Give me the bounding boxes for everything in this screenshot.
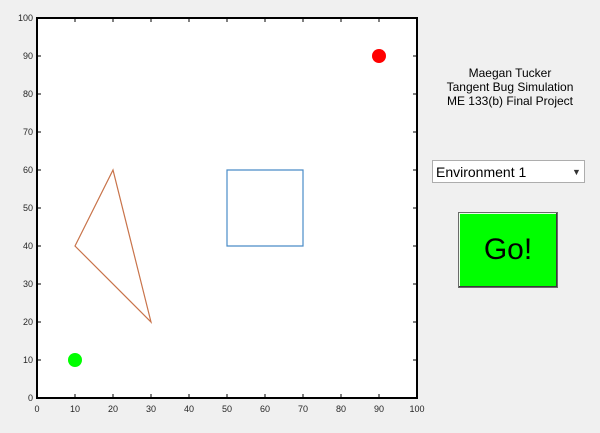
go-button[interactable]: Go! <box>458 212 558 288</box>
info-text: Maegan Tucker Tangent Bug Simulation ME … <box>430 66 590 108</box>
start-point <box>68 353 82 367</box>
x-tick-label: 80 <box>336 404 346 414</box>
y-tick-label: 90 <box>23 51 33 61</box>
y-tick-label: 80 <box>23 89 33 99</box>
y-tick-label: 60 <box>23 165 33 175</box>
y-tick-label: 30 <box>23 279 33 289</box>
plot-area: 0 10 20 30 40 50 60 70 80 90 100 0 10 20 30 40 50 60 70 80 9… <box>18 13 425 414</box>
goal-point <box>372 49 386 63</box>
x-tick-label: 50 <box>222 404 232 414</box>
x-tick-label: 10 <box>70 404 80 414</box>
y-tick-label: 40 <box>23 241 33 251</box>
obstacles-layer <box>74 168 304 324</box>
environment-dropdown-value: Environment 1 <box>436 163 527 180</box>
x-tick-label: 40 <box>184 404 194 414</box>
chevron-down-icon[interactable]: ▼ <box>572 166 581 177</box>
x-tick-label: 30 <box>146 404 156 414</box>
y-tick-label: 50 <box>23 203 33 213</box>
x-tick-label: 70 <box>298 404 308 414</box>
axes-frame <box>36 17 418 399</box>
x-tick-label: 60 <box>260 404 270 414</box>
y-tick-label: 0 <box>28 393 33 403</box>
triangle-obstacle <box>74 168 153 324</box>
points-layer <box>68 49 386 367</box>
y-tick-label: 70 <box>23 127 33 137</box>
simulation-title: Tangent Bug Simulation <box>446 80 574 94</box>
ticks-layer: 0 10 20 30 40 50 60 70 80 90 100 0 10 20 30 40 50 60 70 80 9… <box>18 13 425 414</box>
project-label: ME 133(b) Final Project <box>446 94 574 108</box>
y-tick-label: 100 <box>18 13 33 23</box>
x-tick-label: 0 <box>34 404 39 414</box>
x-tick-label: 20 <box>108 404 118 414</box>
author-name: Maegan Tucker <box>468 66 552 80</box>
square-obstacle <box>226 169 304 247</box>
x-tick-label: 100 <box>409 404 424 414</box>
environment-dropdown[interactable]: Environment 1 ▼ <box>432 160 585 183</box>
y-tick-label: 20 <box>23 317 33 327</box>
y-tick-label: 10 <box>23 355 33 365</box>
x-tick-label: 90 <box>374 404 384 414</box>
